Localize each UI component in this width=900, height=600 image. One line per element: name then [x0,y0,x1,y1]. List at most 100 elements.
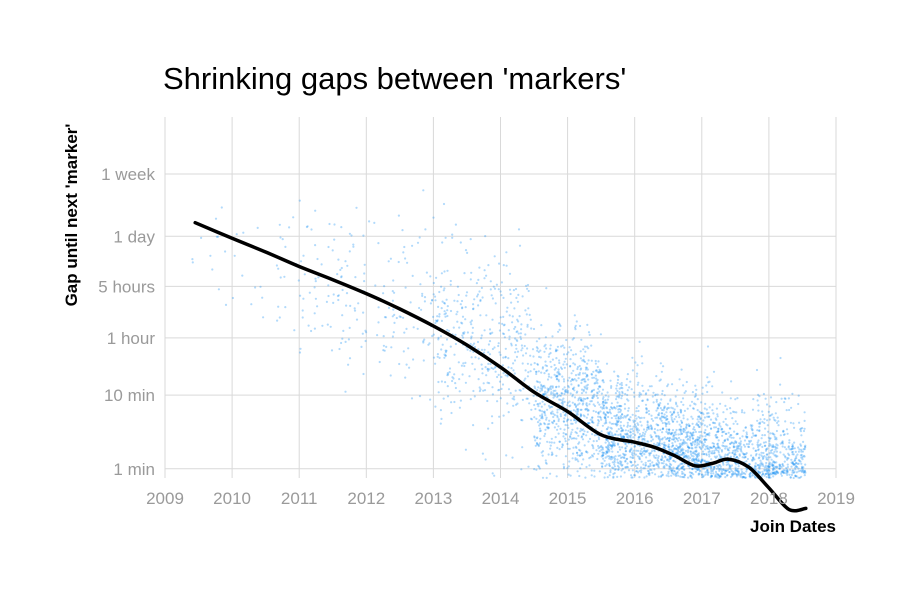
data-point [595,439,598,443]
data-point [728,464,731,467]
data-point [569,392,572,395]
data-point [598,403,601,406]
data-point [746,457,750,461]
data-point [596,378,599,381]
data-point [641,450,645,453]
data-point [736,444,739,447]
data-point [567,447,570,450]
data-point [693,459,696,462]
data-point [586,397,589,400]
data-point [489,332,492,335]
data-point [606,445,610,448]
data-point [672,420,675,423]
data-point [703,440,707,444]
data-point [694,430,698,433]
data-point [803,445,807,448]
data-point [543,384,546,387]
data-point [515,347,518,350]
data-point [693,395,697,398]
data-point [597,411,600,414]
data-point [569,404,572,407]
data-point [653,468,656,471]
data-point [568,376,571,379]
data-point [298,199,301,202]
data-point [773,435,776,438]
data-point [362,234,365,237]
data-point [800,462,803,465]
data-point [346,264,349,267]
data-point [621,392,624,395]
data-point [478,266,481,269]
data-point [667,470,670,473]
data-point [703,438,706,442]
data-point [637,436,640,439]
data-point [632,419,635,422]
data-point [410,397,414,400]
data-point [637,449,640,452]
data-point [615,424,618,427]
data-point [776,465,779,468]
data-point [314,280,317,283]
data-point [661,389,664,393]
data-point [683,473,687,476]
data-point [579,427,582,430]
data-point [451,376,454,379]
data-point [685,423,688,426]
data-point [610,455,614,459]
data-point [718,468,721,471]
data-point [421,294,424,297]
data-point [573,437,576,440]
data-point [537,443,540,446]
data-point [530,363,533,366]
data-point [793,463,796,466]
data-point [671,449,674,452]
data-point [584,408,587,411]
data-point [624,450,628,453]
data-point [758,453,761,456]
data-point [790,406,793,409]
data-point [638,393,641,396]
data-point [698,441,701,444]
data-point [774,438,777,441]
data-point [801,467,804,470]
data-point [583,345,587,348]
data-point [496,400,499,403]
data-point [724,404,727,407]
data-point [575,432,578,435]
data-point [548,422,551,425]
data-point [606,411,610,414]
data-point [616,443,620,446]
data-point [626,413,629,417]
y-tick-label: 1 min [113,460,155,479]
data-point [595,380,598,383]
data-point [337,298,340,302]
data-point [676,420,679,423]
data-point [693,402,696,405]
data-point [733,430,736,433]
data-point [668,458,671,461]
data-point [621,413,624,416]
data-point [774,446,777,449]
data-point [677,450,680,453]
data-point [552,412,555,415]
data-point [510,321,514,324]
data-point [622,436,625,439]
data-point [476,293,480,296]
data-point [690,472,694,475]
data-point [611,445,614,448]
data-point [765,470,768,473]
data-point [767,464,770,467]
data-point [769,437,772,440]
data-point [574,353,578,356]
data-point [679,433,682,436]
data-point [766,468,769,471]
data-point [645,450,649,453]
data-point [801,450,805,453]
data-point [724,470,727,473]
data-point [389,257,392,260]
data-point [788,468,792,471]
data-point [721,428,724,431]
data-point [756,429,759,432]
data-point [580,367,583,370]
data-point [786,432,789,435]
